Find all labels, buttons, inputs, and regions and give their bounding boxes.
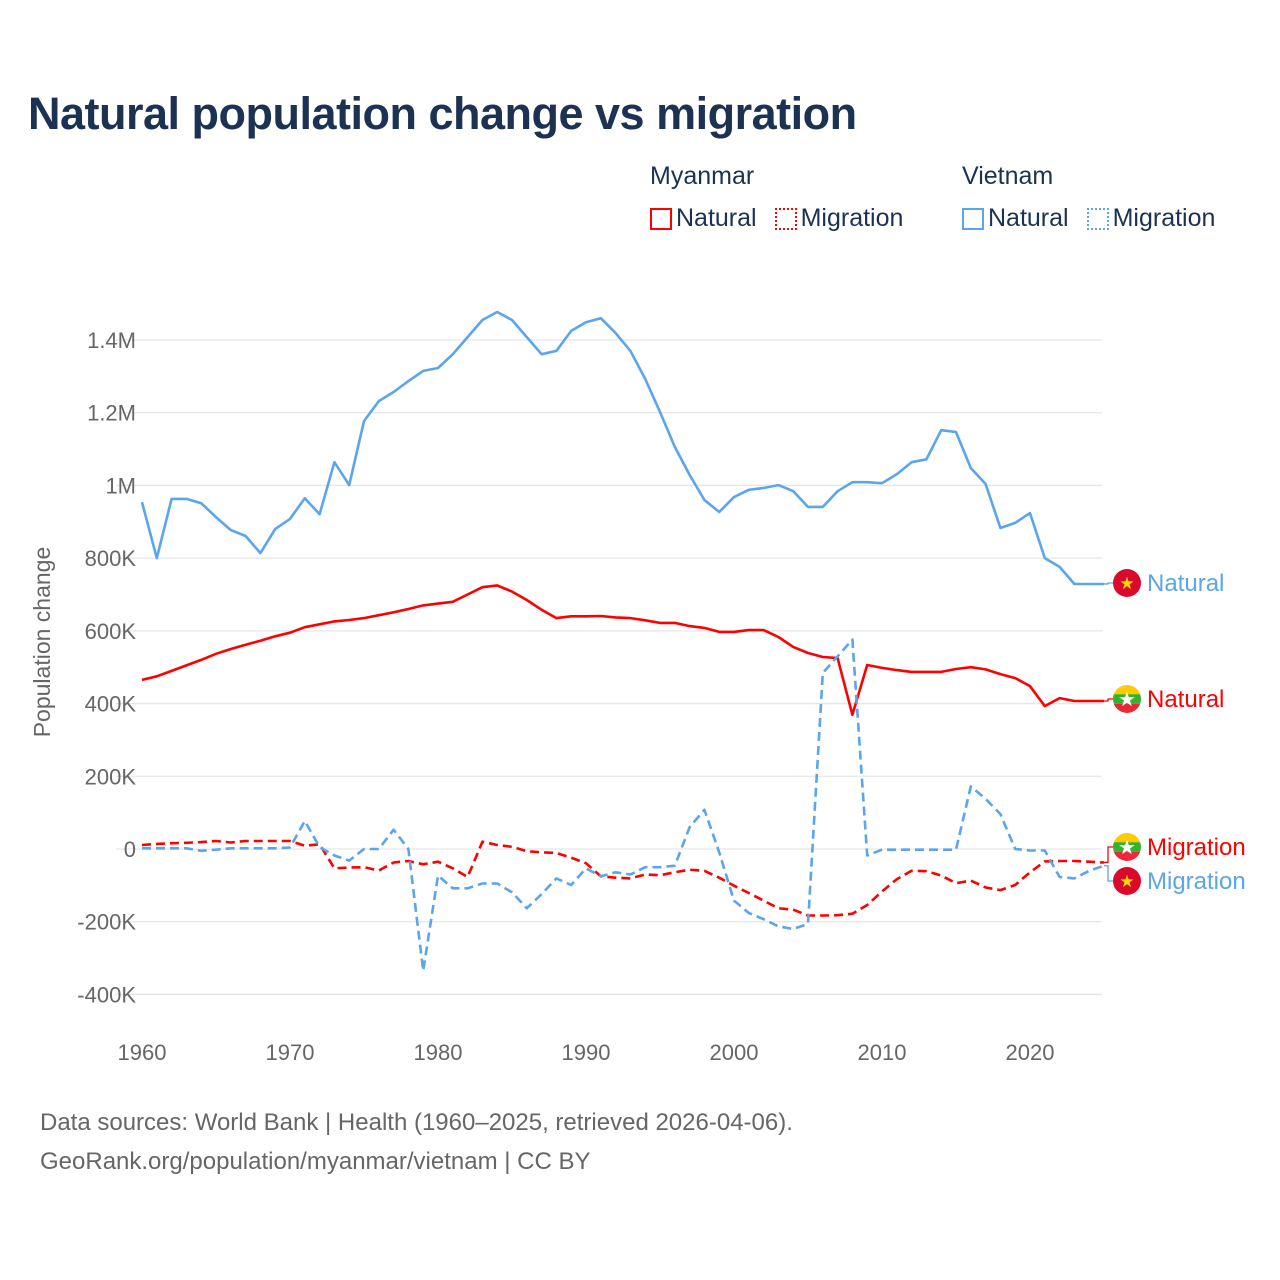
stripe-red (1113, 703, 1141, 713)
y-tick-label: 400K (85, 692, 137, 717)
flag-background (1113, 867, 1141, 895)
y-tick-label: 200K (85, 764, 137, 789)
stripe-yellow (1113, 685, 1141, 695)
legend-vietnam-items: Natural Migration (962, 204, 1215, 233)
y-axis-title: Population change (29, 547, 55, 738)
stripe-green (1113, 694, 1141, 704)
y-tick-label: 1.4M (87, 328, 136, 353)
myanmar-flag-icon: ★ (1113, 833, 1141, 861)
legend-swatch-dotted (1086, 207, 1109, 230)
legend-myanmar-items: Natural Migration (650, 204, 903, 233)
legend-item-vietnam-natural[interactable]: Natural (962, 204, 1069, 233)
end-label-connector (1104, 846, 1113, 864)
legend-swatch-dotted (774, 207, 797, 230)
x-tick-label: 1980 (414, 1040, 463, 1065)
myanmar-flag-icon: ★ (1113, 685, 1141, 713)
x-tick-label: 1970 (266, 1040, 315, 1065)
y-tick-label: 1.2M (87, 401, 136, 426)
legend-item-myanmar-natural[interactable]: Natural (650, 204, 757, 233)
footer-link[interactable]: GeoRank.org/population/myanmar/vietnam |… (40, 1148, 591, 1175)
chart-title: Natural population change vs migration (28, 88, 857, 139)
y-tick-label: 1M (105, 473, 136, 498)
flag-stripes (1113, 685, 1141, 713)
legend-swatch-solid (650, 207, 672, 230)
legend-item-vietnam-migration[interactable]: Migration (1086, 204, 1216, 233)
end-label-vietnam-natural: Natural (1147, 570, 1224, 597)
x-tick-label: 1990 (562, 1040, 611, 1065)
series-line-myanmar-migration (141, 839, 1105, 917)
end-label-vietnam-migration: Migration (1147, 868, 1246, 895)
star-icon: ★ (1119, 872, 1134, 891)
star-icon: ★ (1119, 574, 1134, 593)
stripe-yellow (1113, 833, 1141, 843)
end-label-connector (1104, 865, 1113, 882)
x-tick-label: 2010 (858, 1040, 907, 1065)
end-label-myanmar-migration: Migration (1147, 834, 1246, 861)
end-label-connector (1104, 582, 1113, 585)
series-line-vietnam-natural (140, 310, 1104, 586)
stripe-red (1113, 851, 1141, 861)
flag-stripes (1113, 833, 1141, 861)
legend-label: Migration (1112, 204, 1216, 232)
vietnam-flag-icon: ★ (1113, 569, 1141, 597)
vietnam-flag-icon: ★ (1113, 867, 1141, 895)
legend-label: Migration (800, 204, 904, 232)
star-icon: ★ (1118, 837, 1136, 859)
legend-label: Natural (676, 204, 757, 232)
end-label-myanmar-natural: Natural (1147, 686, 1224, 713)
y-tick-label: -400K (77, 982, 136, 1007)
series-line-myanmar-natural (141, 584, 1104, 717)
y-tick-label: -200K (77, 910, 136, 935)
flag-background (1113, 569, 1141, 597)
legend-swatch-solid (962, 207, 984, 230)
legend-group-vietnam: Vietnam (962, 162, 1054, 190)
y-tick-label: 600K (85, 619, 137, 644)
y-tick-label: 0 (124, 837, 136, 862)
x-tick-label: 2020 (1006, 1040, 1055, 1065)
series-line-vietnam-migration (142, 638, 1105, 973)
y-tick-label: 800K (85, 546, 137, 571)
legend-item-myanmar-migration[interactable]: Migration (774, 204, 904, 233)
stripe-green (1113, 842, 1141, 852)
star-icon: ★ (1118, 689, 1136, 711)
x-tick-label: 2000 (710, 1040, 759, 1065)
footer-sources: Data sources: World Bank | Health (1960–… (40, 1109, 793, 1136)
end-label-connector (1104, 698, 1113, 702)
legend-group-myanmar: Myanmar (650, 162, 755, 190)
x-tick-label: 1960 (118, 1040, 167, 1065)
legend-label: Natural (988, 204, 1069, 232)
